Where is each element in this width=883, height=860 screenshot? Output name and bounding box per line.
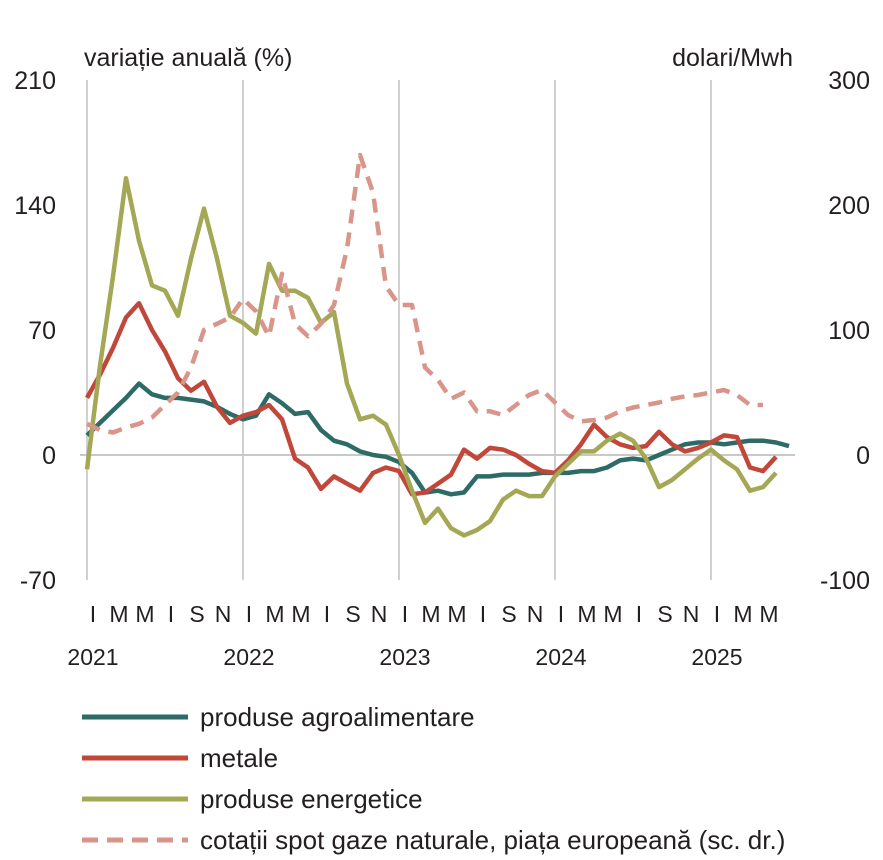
month-tick-label: M: [759, 601, 778, 627]
month-tick-label: N: [371, 601, 388, 627]
month-tick-label: I: [714, 601, 720, 627]
legend-label-2: produse energetice: [200, 784, 423, 814]
left-tick-label: 140: [14, 192, 56, 220]
month-tick-label: I: [90, 601, 96, 627]
legend-label-0: produse agroalimentare: [200, 702, 475, 732]
right-axis-ticks: 300 200 100 0 -100: [820, 67, 870, 595]
month-tick-label: N: [683, 601, 700, 627]
year-tick-label: 2023: [379, 644, 430, 670]
month-tick-label: M: [603, 601, 622, 627]
year-tick-label: 2024: [535, 644, 586, 670]
month-tick-label: S: [345, 601, 360, 627]
month-tick-label: M: [421, 601, 440, 627]
left-axis-ticks: 210 140 70 0 -70: [14, 67, 56, 595]
right-tick-label: 100: [828, 317, 870, 345]
month-tick-label: M: [291, 601, 310, 627]
month-tick-label: N: [527, 601, 544, 627]
left-axis-label: variație anuală (%): [84, 44, 292, 72]
month-tick-label: M: [109, 601, 128, 627]
month-tick-label: I: [324, 601, 330, 627]
left-tick-label: 210: [14, 67, 56, 95]
month-tick-label: I: [558, 601, 564, 627]
series-line-0: [85, 381, 790, 497]
month-tick-label: M: [577, 601, 596, 627]
month-tick-label: I: [246, 601, 252, 627]
month-tick-label: M: [733, 601, 752, 627]
month-tick-label: M: [447, 601, 466, 627]
month-tick-label: M: [265, 601, 284, 627]
legend-label-3: cotații spot gaze naturale, piața europe…: [200, 825, 785, 855]
month-tick-label: N: [215, 601, 232, 627]
month-tick-label: I: [480, 601, 486, 627]
month-tick-label: S: [501, 601, 516, 627]
series-line-3: [86, 152, 763, 435]
right-tick-label: 300: [828, 67, 870, 95]
right-axis-label: dolari/Mwh: [672, 44, 793, 72]
right-tick-label: -100: [820, 567, 870, 595]
series-line-1: [85, 300, 778, 497]
right-tick-label: 200: [828, 192, 870, 220]
month-tick-label: I: [402, 601, 408, 627]
year-tick-label: 2021: [67, 644, 118, 670]
year-gridlines: [86, 80, 712, 580]
right-tick-label: 0: [856, 442, 870, 470]
month-tick-label: I: [168, 601, 174, 627]
left-tick-label: 70: [28, 317, 56, 345]
legend-label-1: metale: [200, 743, 278, 773]
month-tick-label: I: [636, 601, 642, 627]
year-tick-label: 2022: [223, 644, 274, 670]
left-tick-label: 0: [42, 442, 56, 470]
series-line-2: [84, 175, 778, 538]
month-tick-label: S: [189, 601, 204, 627]
legend: produse agroalimentare metale produse ener…: [82, 702, 785, 855]
year-tick-label: 2025: [691, 644, 742, 670]
month-tick-label: S: [657, 601, 672, 627]
month-tick-label: M: [135, 601, 154, 627]
left-tick-label: -70: [20, 567, 56, 595]
series-lines: [84, 152, 790, 538]
x-axis-year-labels: 2021 2022 2023 2024 2025: [67, 644, 742, 670]
